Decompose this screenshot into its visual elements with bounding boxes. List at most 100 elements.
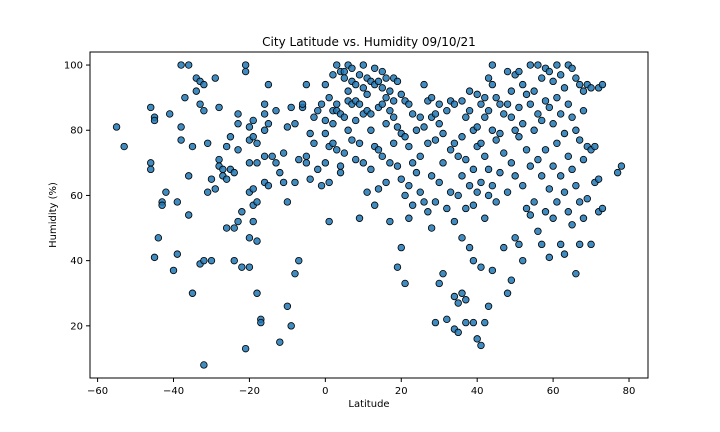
data-point-67: [245, 263, 254, 271]
data-point-143: [344, 87, 352, 95]
data-point-220: [420, 198, 428, 206]
data-point-184: [382, 120, 390, 128]
y-axis: 20 40 60 80 100: [64, 61, 90, 332]
data-point-234: [435, 178, 443, 187]
data-point-156: [355, 139, 364, 147]
data-point-299: [492, 136, 500, 144]
data-point-263: [462, 318, 470, 327]
data-point-146: [348, 64, 356, 72]
data-point-226: [427, 172, 436, 180]
y-tick-label: 80: [70, 126, 83, 137]
data-point-347: [541, 146, 550, 154]
data-point-252: [454, 299, 462, 307]
data-point-21: [184, 211, 193, 219]
data-point-109: [302, 159, 311, 167]
data-point-169: [367, 165, 375, 174]
data-point-210: [408, 110, 417, 118]
data-point-98: [287, 322, 295, 330]
data-point-395: [591, 142, 599, 151]
data-point-215: [416, 113, 424, 121]
data-point-124: [325, 178, 333, 187]
data-point-352: [545, 253, 554, 262]
data-point-15: [173, 198, 182, 206]
data-point-76: [253, 237, 261, 245]
data-point-394: [587, 240, 595, 249]
data-point-211: [408, 159, 417, 167]
data-point-331: [526, 100, 535, 108]
data-point-264: [465, 87, 474, 95]
data-point-366: [560, 129, 569, 138]
data-point-383: [575, 198, 584, 206]
data-point-282: [477, 341, 485, 350]
data-point-80: [260, 100, 269, 108]
data-point-181: [378, 152, 386, 161]
data-point-273: [473, 90, 481, 99]
data-point-100: [291, 120, 299, 128]
data-point-161: [359, 159, 368, 167]
data-point-200: [397, 175, 405, 183]
x-tick-label: 40: [471, 386, 484, 397]
data-point-128: [329, 120, 337, 128]
data-point-240: [443, 204, 451, 213]
data-point-0: [112, 123, 121, 131]
data-point-208: [405, 181, 413, 190]
data-point-192: [389, 113, 398, 121]
plot-area: [112, 61, 626, 369]
data-point-112: [310, 139, 318, 147]
data-point-274: [473, 123, 481, 131]
data-point-293: [488, 61, 497, 69]
data-point-360: [553, 198, 561, 206]
data-point-386: [579, 106, 588, 115]
data-point-10: [158, 201, 166, 209]
data-point-141: [340, 149, 349, 157]
data-point-241: [443, 315, 451, 324]
data-point-218: [420, 80, 428, 89]
data-point-32: [200, 80, 208, 89]
data-point-239: [443, 106, 451, 115]
data-point-90: [272, 106, 280, 115]
data-point-357: [553, 61, 561, 69]
x-axis: −60 −40 −20 0 20 40 60 80: [87, 378, 635, 397]
data-point-99: [287, 103, 295, 112]
data-point-163: [363, 90, 371, 99]
y-tick-label: 20: [70, 321, 83, 332]
data-point-183: [382, 93, 390, 102]
data-point-361: [556, 71, 565, 79]
data-point-289: [484, 106, 493, 115]
data-point-155: [355, 100, 364, 108]
data-point-111: [306, 175, 314, 183]
data-point-205: [401, 279, 409, 288]
data-point-373: [568, 64, 576, 72]
data-point-137: [336, 168, 345, 177]
data-point-334: [530, 87, 538, 95]
data-point-92: [276, 338, 284, 346]
data-point-400: [598, 80, 607, 89]
data-point-363: [556, 172, 565, 180]
data-point-149: [348, 136, 356, 144]
data-point-81: [260, 110, 269, 118]
data-point-186: [386, 87, 394, 95]
axes-frame: [89, 51, 649, 379]
data-point-232: [435, 100, 443, 108]
data-point-270: [469, 201, 478, 209]
data-point-198: [397, 90, 405, 99]
data-point-391: [583, 194, 591, 203]
data-point-238: [439, 269, 447, 278]
x-tick-label: 80: [623, 386, 636, 397]
chart-title: City Latitude vs. Humidity 09/10/21: [262, 35, 476, 49]
data-point-316: [511, 126, 519, 134]
data-point-356: [549, 214, 557, 222]
data-point-174: [374, 77, 383, 86]
data-point-250: [454, 152, 462, 161]
data-point-367: [560, 188, 569, 196]
data-point-222: [424, 139, 432, 147]
data-point-217: [416, 188, 424, 196]
data-point-37: [207, 256, 216, 265]
data-point-342: [538, 116, 546, 125]
data-point-255: [458, 133, 466, 141]
data-point-77: [253, 289, 261, 297]
data-point-52: [230, 256, 238, 265]
data-point-64: [245, 159, 254, 167]
data-point-258: [458, 289, 466, 297]
data-point-230: [431, 198, 440, 206]
